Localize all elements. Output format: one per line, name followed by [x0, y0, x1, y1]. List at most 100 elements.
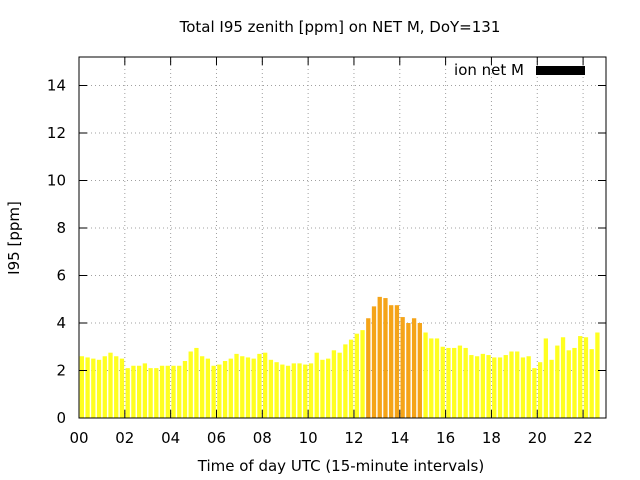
bar: [383, 298, 388, 418]
bar: [377, 296, 382, 418]
bar: [509, 351, 514, 418]
x-tick-label: 08: [253, 429, 272, 447]
bar: [222, 361, 228, 418]
bar: [165, 365, 170, 418]
bar: [537, 362, 543, 418]
y-tick-label: 12: [47, 124, 66, 142]
bar: [371, 306, 377, 418]
bar: [446, 347, 451, 418]
bar: [96, 359, 102, 418]
bar: [572, 347, 577, 418]
bar: [520, 357, 526, 418]
bar: [583, 337, 589, 418]
y-tick-label: 4: [56, 314, 66, 332]
bar: [560, 337, 566, 418]
bar: [303, 364, 308, 418]
bar: [131, 365, 136, 418]
bar: [343, 344, 348, 418]
y-axis-label: I95 [ppm]: [5, 201, 23, 275]
bar: [406, 323, 411, 418]
bar: [497, 357, 503, 418]
bar: [354, 333, 359, 418]
bar: [268, 359, 274, 418]
bar: [91, 358, 96, 418]
bar: [148, 368, 153, 418]
bar: [360, 330, 365, 418]
bar: [194, 347, 199, 418]
bar: [285, 365, 291, 418]
bar: [308, 363, 314, 418]
bar: [320, 359, 325, 418]
bar: [589, 349, 594, 418]
bar: [154, 368, 159, 418]
bar: [595, 332, 600, 418]
y-tick-label: 6: [56, 267, 66, 285]
plot-frame: [78, 56, 607, 419]
bar: [452, 347, 457, 418]
x-tick-label: 06: [207, 429, 226, 447]
bar: [457, 345, 463, 418]
x-tick-label: 18: [482, 429, 501, 447]
bar: [543, 338, 549, 418]
bar: [411, 318, 417, 418]
bar: [263, 352, 268, 418]
bar: [119, 358, 125, 418]
bar: [159, 365, 165, 418]
x-tick-label: 16: [436, 429, 455, 447]
bar: [108, 352, 113, 418]
bar: [337, 352, 342, 418]
bar: [566, 350, 571, 418]
bar: [280, 364, 285, 418]
bar: [200, 356, 205, 418]
bar: [234, 353, 239, 418]
x-tick-label: 00: [69, 429, 88, 447]
x-tick-label: 12: [344, 429, 363, 447]
bar: [171, 365, 176, 418]
bar: [274, 362, 279, 418]
bar: [182, 361, 188, 418]
bar: [417, 323, 422, 418]
bar: [142, 363, 148, 418]
bar: [429, 338, 434, 418]
bar: [549, 359, 554, 418]
bar: [217, 364, 222, 418]
bar: [177, 365, 182, 418]
bars: [79, 296, 600, 418]
y-tick-label: 14: [47, 77, 66, 95]
bar: [440, 346, 445, 418]
bar: [486, 355, 491, 418]
x-tick-label: 20: [528, 429, 547, 447]
legend-swatch: [536, 66, 585, 75]
bar: [205, 358, 211, 418]
bar: [79, 356, 85, 418]
x-tick-label: 10: [299, 429, 318, 447]
bar: [463, 347, 468, 418]
bar: [331, 350, 337, 418]
bar: [434, 338, 440, 418]
x-tick-label: 04: [161, 429, 180, 447]
chart-title: Total I95 zenith [ppm] on NET M, DoY=131: [179, 18, 501, 36]
bar: [480, 353, 485, 418]
bar: [348, 339, 354, 418]
bar: [532, 368, 537, 418]
bar: [211, 365, 216, 418]
bar: [291, 363, 296, 418]
bar: [492, 357, 497, 418]
legend-label: ion net M: [454, 61, 524, 79]
grid: [79, 57, 606, 418]
bar: [257, 353, 262, 418]
bar: [469, 355, 474, 418]
bar: [188, 351, 193, 418]
bar: [515, 351, 520, 418]
bar: [366, 318, 371, 418]
x-tick-label: 14: [390, 429, 409, 447]
bar: [125, 368, 130, 418]
bar: [389, 305, 394, 418]
bar: [394, 305, 400, 418]
bar: [240, 356, 245, 418]
bar: [400, 317, 405, 418]
x-tick-label: 02: [115, 429, 134, 447]
bar: [136, 365, 142, 418]
